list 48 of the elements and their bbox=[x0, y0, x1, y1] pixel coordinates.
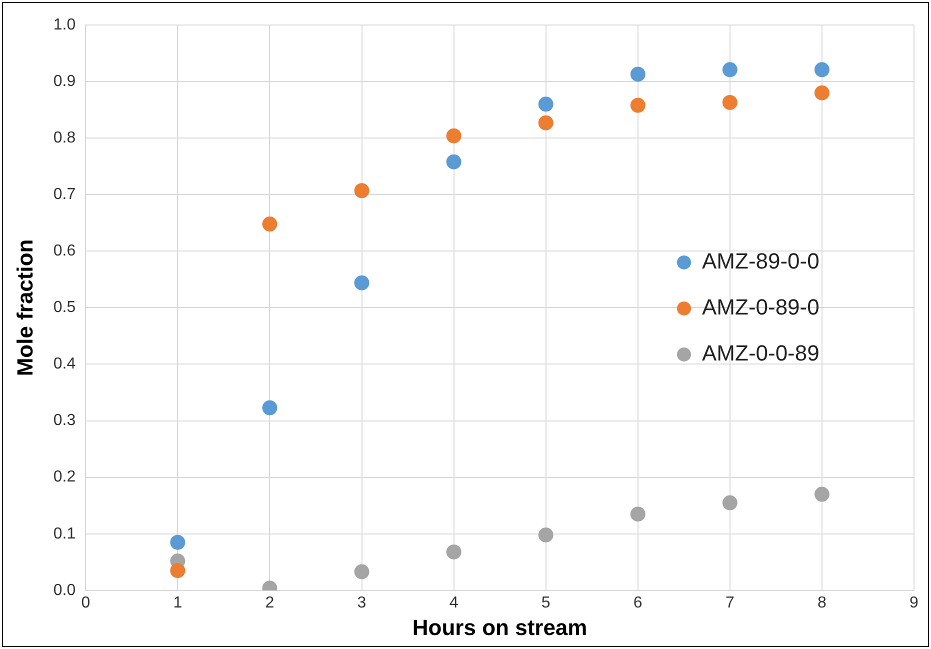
legend-label: AMZ-0-0-89 bbox=[702, 340, 820, 366]
point bbox=[170, 563, 186, 578]
y-tick-label: 1.0 bbox=[53, 16, 76, 34]
point bbox=[630, 98, 646, 113]
x-tick-label: 9 bbox=[910, 594, 919, 612]
point bbox=[630, 66, 646, 82]
point bbox=[446, 154, 462, 170]
point bbox=[446, 128, 462, 144]
point bbox=[630, 506, 646, 522]
point bbox=[538, 527, 554, 542]
x-tick-label: 1 bbox=[173, 594, 182, 612]
y-tick-label: 0.4 bbox=[53, 356, 76, 373]
y-tick-label: 0.3 bbox=[53, 412, 76, 430]
y-axis-title: Mole fraction bbox=[12, 239, 38, 376]
legend-label: AMZ-89-0-0 bbox=[702, 248, 820, 274]
point bbox=[446, 544, 462, 560]
x-tick-label: 3 bbox=[357, 594, 366, 612]
x-tick-label: 6 bbox=[633, 594, 642, 612]
point bbox=[722, 94, 738, 110]
point bbox=[354, 564, 370, 580]
y-tick-label: 0.8 bbox=[53, 129, 76, 146]
y-tick-label: 0.1 bbox=[53, 525, 76, 542]
y-tick-label: 0.0 bbox=[53, 582, 76, 599]
point bbox=[722, 495, 738, 510]
y-tick-label: 0.7 bbox=[53, 186, 76, 204]
x-tick-label: 7 bbox=[725, 594, 734, 612]
x-tick-label: 2 bbox=[265, 594, 274, 612]
point bbox=[262, 216, 278, 232]
point bbox=[814, 486, 830, 502]
point bbox=[538, 96, 554, 112]
point bbox=[354, 275, 370, 290]
y-tick-label: 0.6 bbox=[53, 242, 76, 260]
point bbox=[538, 115, 554, 130]
y-tick-label: 0.2 bbox=[53, 468, 76, 486]
x-tick-label: 0 bbox=[81, 594, 90, 612]
x-tick-label: 4 bbox=[449, 594, 458, 612]
legend-label: AMZ-0-89-0 bbox=[702, 294, 820, 320]
point bbox=[814, 85, 830, 100]
point bbox=[170, 534, 186, 550]
x-axis-title: Hours on stream bbox=[412, 614, 588, 640]
point bbox=[722, 62, 738, 78]
point bbox=[354, 183, 370, 198]
y-tick-label: 0.9 bbox=[53, 72, 76, 90]
point bbox=[814, 62, 830, 78]
point bbox=[262, 400, 278, 416]
y-tick-label: 0.5 bbox=[53, 299, 76, 316]
x-tick-label: 8 bbox=[818, 594, 827, 612]
x-tick-label: 5 bbox=[541, 594, 550, 612]
